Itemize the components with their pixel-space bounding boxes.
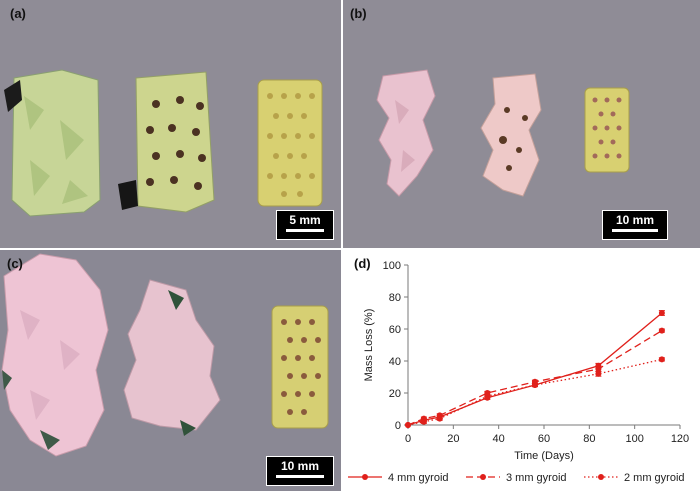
panel-b-photo: (b) 10 mm (343, 0, 700, 248)
x-axis-title: Time (Days) (514, 450, 573, 462)
panel-b-image (343, 0, 700, 248)
panel-a-image (0, 0, 341, 248)
y-tick-label: 60 (389, 324, 401, 336)
data-point (531, 382, 538, 388)
legend-marker (362, 474, 368, 480)
y-tick-label: 80 (389, 292, 401, 304)
x-tick-label: 20 (447, 433, 459, 445)
x-tick-label: 80 (583, 433, 595, 445)
x-tick-label: 100 (625, 433, 643, 445)
series-line-solid (407, 312, 663, 426)
data-point (420, 418, 427, 425)
panel-b-label: (b) (350, 6, 367, 21)
x-tick-label: 60 (538, 433, 550, 445)
scale-bar-line (286, 229, 324, 232)
panel-c-image (0, 250, 341, 491)
scale-bar-line (276, 475, 324, 478)
x-tick-label: 120 (671, 433, 689, 445)
scale-bar-line (612, 229, 658, 232)
panel-c-label: (c) (7, 256, 23, 271)
legend-marker (480, 474, 486, 480)
data-point (484, 393, 491, 400)
panel-a-scale-text: 5 mm (289, 213, 321, 227)
panel-a-scale-bar: 5 mm (276, 210, 334, 240)
y-tick-label: 0 (395, 420, 401, 432)
panel-a-label: (a) (10, 6, 26, 21)
data-point (658, 327, 665, 334)
panel-d-chart: (d) 0 20 40 60 80 100 0 20 40 60 80 100 120 Time (Day… (342, 250, 700, 491)
panel-c-scale-text: 10 mm (280, 459, 320, 473)
y-tick-label: 20 (389, 388, 401, 400)
data-point (658, 356, 665, 363)
legend-label: 4 mm gyroid (388, 472, 449, 484)
panel-d-label: (d) (354, 256, 371, 271)
panel-b-scale-bar: 10 mm (602, 210, 668, 240)
x-tick-label: 0 (405, 433, 411, 445)
y-tick-label: 40 (389, 356, 401, 368)
y-tick-label: 100 (383, 260, 401, 272)
series-line-dotted (407, 358, 663, 426)
y-axis-title: Mass Loss (%) (363, 309, 375, 382)
data-point (436, 415, 443, 422)
panel-a-photo: (a) 5 mm (0, 0, 341, 248)
x-tick-label: 40 (493, 433, 505, 445)
data-point (405, 422, 411, 428)
panel-c-scale-bar: 10 mm (266, 456, 334, 486)
mass-loss-chart: 0 20 40 60 80 100 0 20 40 60 80 100 120 Time (Days) Ma… (348, 260, 689, 484)
data-point (595, 366, 602, 372)
panel-c-photo: (c) 10 mm (0, 250, 341, 491)
panel-b-scale-text: 10 mm (615, 213, 655, 227)
data-point (595, 370, 602, 377)
legend-label: 2 mm gyroid (624, 472, 685, 484)
legend-marker (598, 474, 604, 480)
data-point (658, 310, 665, 316)
legend-label: 3 mm gyroid (506, 472, 567, 484)
